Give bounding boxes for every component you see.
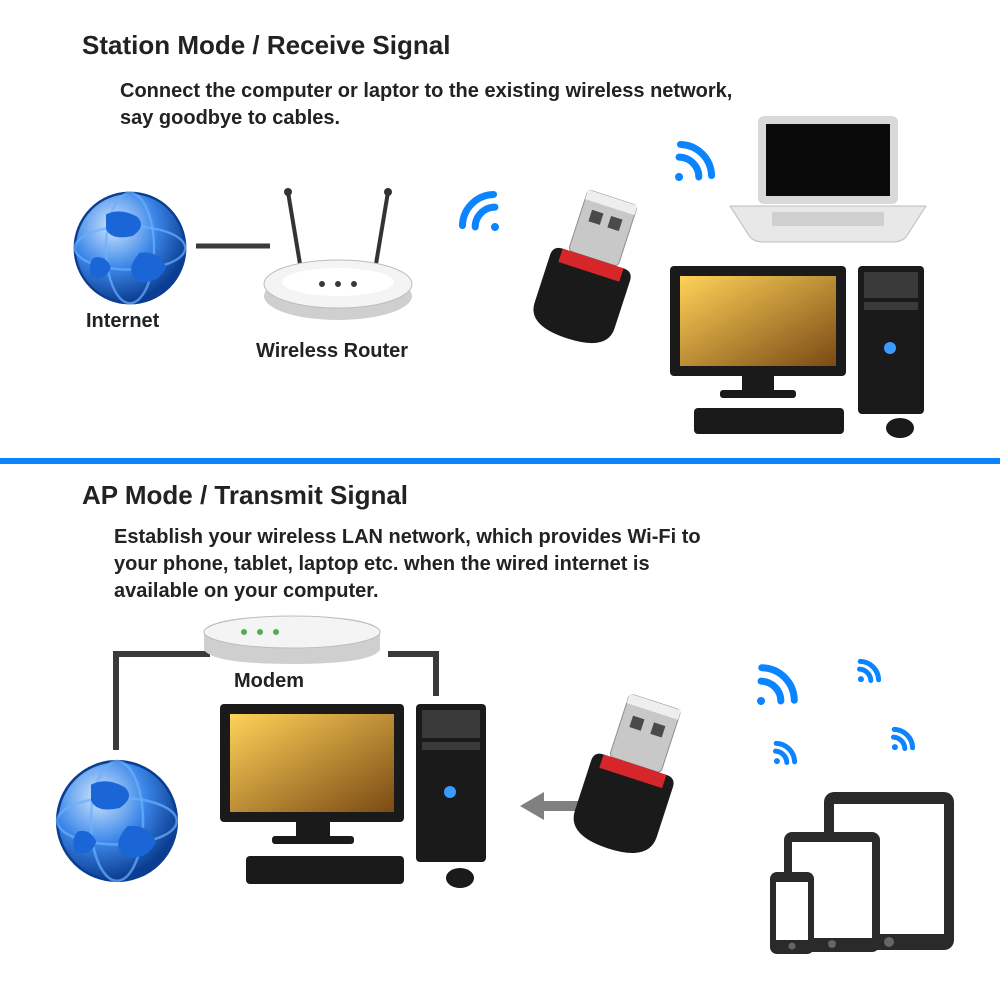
internet-label: Internet bbox=[86, 310, 159, 333]
section-divider bbox=[0, 458, 1000, 464]
desktop-pc-icon-2 bbox=[214, 696, 494, 896]
wifi-icon-right-top bbox=[666, 130, 726, 190]
desktop-pc-icon bbox=[664, 258, 934, 444]
station-title: Station Mode / Receive Signal bbox=[82, 30, 450, 61]
ap-description: Establish your wireless LAN network, whi… bbox=[114, 524, 701, 605]
devices-group-icon bbox=[768, 786, 958, 956]
ap-title: AP Mode / Transmit Signal bbox=[82, 480, 408, 511]
wireless-router-icon bbox=[258, 186, 418, 326]
usb-dongle-icon bbox=[530, 188, 650, 348]
station-description: Connect the computer or laptor to the ex… bbox=[120, 78, 732, 132]
globe-icon bbox=[70, 188, 190, 308]
wifi-small-1 bbox=[850, 654, 886, 690]
globe-icon-2 bbox=[52, 756, 182, 886]
modem-label: Modem bbox=[234, 670, 304, 693]
router-label: Wireless Router bbox=[256, 340, 408, 363]
modem-icon bbox=[196, 614, 386, 670]
laptop-icon bbox=[720, 110, 936, 250]
wifi-small-2 bbox=[884, 722, 920, 758]
wifi-small-3 bbox=[766, 736, 802, 772]
wifi-icon-left-top bbox=[448, 180, 508, 240]
wifi-icon-right-bottom bbox=[746, 652, 810, 716]
usb-dongle-icon-2 bbox=[566, 692, 696, 862]
